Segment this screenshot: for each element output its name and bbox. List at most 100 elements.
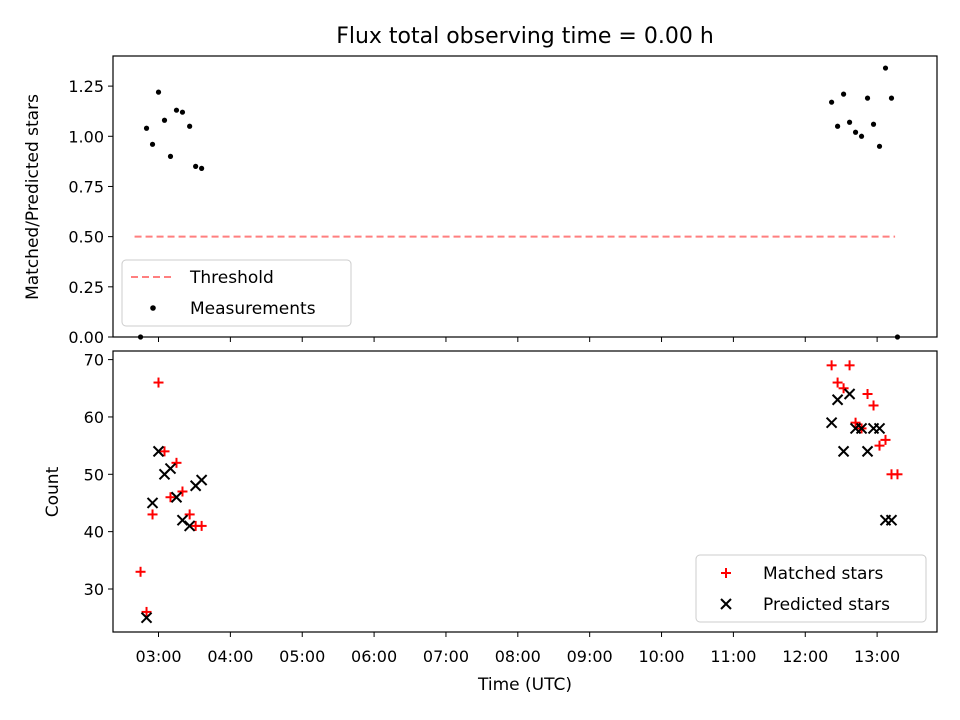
- bottom-y-tick-label: 50: [84, 465, 104, 484]
- bottom-plot-area: [135, 360, 903, 624]
- matched-star-point: [177, 486, 188, 497]
- bottom-y-ticks: 30 40 50 60 70: [84, 351, 113, 599]
- x-tick-label: 08:00: [495, 647, 541, 666]
- predicted-star-point: [843, 388, 856, 400]
- matched-star-point: [862, 389, 873, 400]
- bottom-y-tick-label: 40: [84, 523, 104, 542]
- measurement-point: [829, 99, 835, 105]
- measurement-point: [199, 165, 205, 171]
- matched-star-point: [135, 566, 146, 577]
- x-tick-label: 04:00: [207, 647, 253, 666]
- top-y-tick-label: 0.50: [68, 228, 104, 247]
- x-tick-label: 05:00: [279, 647, 325, 666]
- measurement-point: [870, 121, 877, 127]
- predicted-star-point: [855, 422, 868, 435]
- matched-star-point: [184, 509, 195, 520]
- measurement-point: [846, 119, 853, 125]
- measurement-point: [876, 143, 883, 149]
- measurement-point: [834, 123, 841, 129]
- bottom-legend-box: [695, 554, 927, 623]
- matched-star-point: [196, 520, 207, 531]
- top-y-tick-label: 0.75: [68, 177, 104, 196]
- measurement-point: [155, 89, 162, 95]
- matched-star-point: [159, 446, 170, 457]
- top-y-tick-label: 0.25: [68, 278, 104, 297]
- matched-star-point: [874, 440, 885, 451]
- predicted-star-point: [825, 416, 838, 429]
- measurement-point: [882, 65, 889, 71]
- bottom-legend: Matched stars Predicted stars: [695, 554, 927, 623]
- measurement-point: [161, 117, 168, 123]
- measurement-point: [187, 123, 193, 129]
- matched-star-point: [141, 606, 152, 617]
- top-axes-frame: [112, 55, 938, 338]
- x-tick-label: 10:00: [638, 647, 684, 666]
- measurement-point: [888, 95, 895, 101]
- predicted-star-point: [183, 520, 196, 532]
- predicted-star-point: [152, 445, 165, 458]
- measurement-point: [167, 153, 174, 159]
- measurement-point: [852, 129, 859, 135]
- matched-star-point: [868, 400, 879, 411]
- legend-threshold-label: Threshold: [189, 268, 274, 288]
- predicted-star-point: [140, 611, 153, 624]
- bottom-axes-frame: [112, 350, 938, 633]
- bottom-x-ticks: 03:00 04:00 05:00 06:00 07:00 08:00 09:00 10:00…: [135, 632, 900, 666]
- x-tick-label: 12:00: [782, 647, 828, 666]
- predicted-star-point: [146, 497, 159, 509]
- matched-star-point: [826, 360, 837, 371]
- predicted-star-point: [170, 491, 183, 503]
- measurement-point: [173, 107, 180, 113]
- ratio-panel: Flux total observing time = 0.00 h Match…: [23, 24, 938, 347]
- x-tick-label: 06:00: [351, 647, 397, 666]
- legend-matched-swatch: [721, 568, 731, 578]
- x-tick-label: 11:00: [710, 647, 756, 666]
- top-y-tick-label: 0.00: [68, 328, 104, 347]
- legend-measurements-swatch: [150, 305, 156, 311]
- predicted-star-point: [837, 445, 850, 458]
- matched-star-point: [832, 377, 843, 388]
- top-x-ticks: [158, 337, 878, 342]
- legend-predicted-swatch: [720, 598, 732, 610]
- predicted-star-point: [164, 462, 177, 475]
- predicted-star-point: [831, 394, 844, 406]
- top-legend: Threshold Measurements: [121, 259, 352, 327]
- measurement-point: [864, 95, 871, 101]
- bottom-y-axis-label: Count: [43, 466, 63, 517]
- matched-star-point: [880, 434, 891, 445]
- matched-star-point: [165, 492, 176, 503]
- measurement-point: [858, 133, 865, 139]
- top-legend-box: [121, 259, 352, 327]
- predicted-star-point: [885, 514, 898, 526]
- bottom-y-tick-label: 30: [84, 580, 104, 599]
- legend-predicted-label: Predicted stars: [763, 595, 890, 615]
- matched-star-point: [892, 469, 903, 480]
- top-y-tick-label: 1.00: [68, 127, 104, 146]
- x-tick-label: 07:00: [423, 647, 469, 666]
- measurement-point: [179, 109, 186, 115]
- x-tick-label: 09:00: [567, 647, 613, 666]
- top-y-axis-label: Matched/Predicted stars: [23, 94, 43, 300]
- matched-star-point: [171, 457, 182, 468]
- count-panel: Count Time (UTC) 30 40 50 60 70 03:00 04:00 05…: [43, 350, 938, 695]
- bottom-y-tick-label: 60: [84, 408, 104, 427]
- matched-star-point: [838, 383, 849, 394]
- x-tick-label: 13:00: [854, 647, 900, 666]
- matched-star-point: [850, 417, 861, 428]
- matched-star-point: [147, 509, 158, 520]
- predicted-star-point: [195, 474, 208, 486]
- top-plot-area: [134, 65, 901, 340]
- measurement-point: [840, 91, 847, 97]
- predicted-star-point: [873, 422, 886, 435]
- legend-matched-label: Matched stars: [763, 564, 883, 584]
- measurement-point: [149, 141, 156, 147]
- measurement-point: [193, 163, 199, 169]
- top-y-tick-label: 1.25: [68, 77, 104, 96]
- predicted-star-point: [176, 514, 189, 526]
- measurement-point: [143, 125, 150, 131]
- predicted-star-point: [861, 445, 874, 458]
- x-tick-label: 03:00: [135, 647, 181, 666]
- bottom-y-tick-label: 70: [84, 351, 104, 370]
- matched-star-point: [153, 377, 164, 388]
